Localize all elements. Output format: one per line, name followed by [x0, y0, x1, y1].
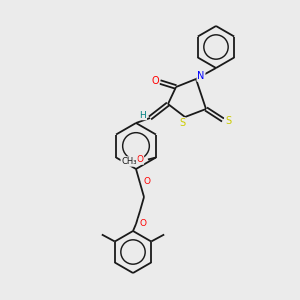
Text: O: O — [151, 76, 159, 86]
Text: O: O — [143, 178, 151, 187]
Text: O: O — [140, 218, 146, 227]
Text: S: S — [225, 116, 231, 126]
Text: H: H — [140, 110, 146, 119]
Text: N: N — [197, 71, 205, 81]
Text: O: O — [136, 155, 143, 164]
Text: S: S — [179, 118, 185, 128]
Text: CH₃: CH₃ — [121, 157, 137, 166]
